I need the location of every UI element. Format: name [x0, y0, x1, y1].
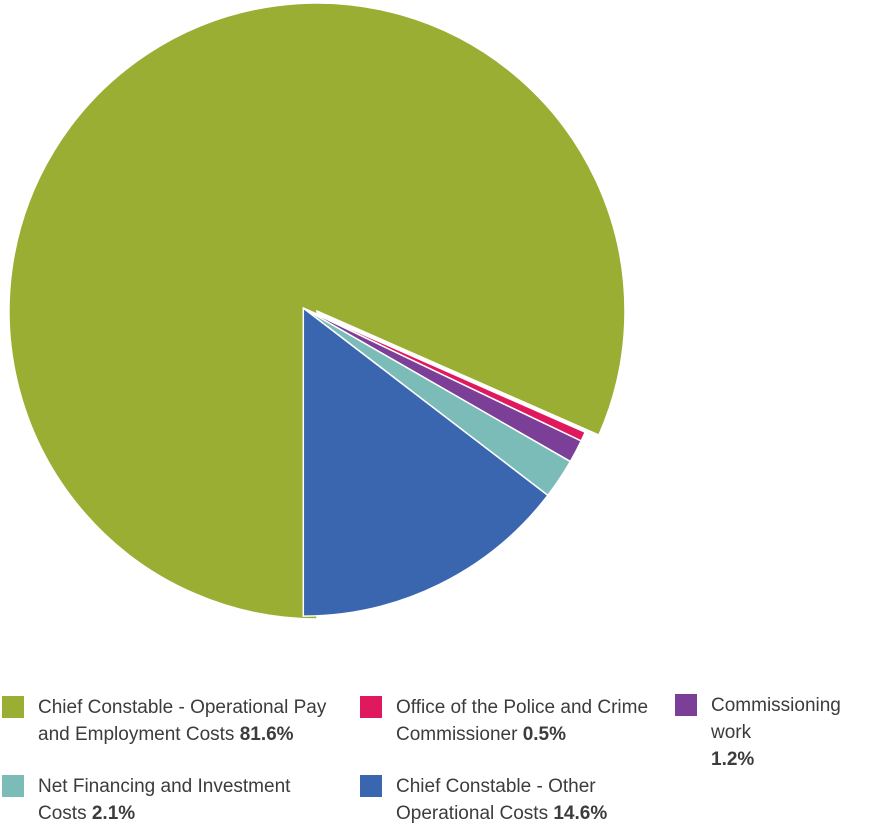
legend-item-other-operational: Chief Constable - Other Operational Cost…	[360, 773, 607, 827]
legend-item-office-pcc: Office of the Police and Crime Commissio…	[360, 694, 648, 748]
pie-slice-other-operational	[302, 306, 549, 617]
legend-label: Net Financing and Investment Costs 2.1%	[38, 776, 291, 824]
legend-item-net-financing: Net Financing and Investment Costs 2.1%	[2, 773, 290, 827]
legend-swatch	[2, 775, 24, 797]
legend-label: Chief Constable - Operational Pay and Em…	[38, 697, 327, 745]
pie-slice-operational-pay	[8, 2, 626, 620]
legend-swatch	[360, 696, 382, 718]
legend-item-commissioning: Commissioning work 1.2%	[675, 692, 884, 773]
legend-swatch	[675, 694, 697, 716]
pie-chart	[8, 2, 626, 620]
legend-label: Commissioning work 1.2%	[711, 695, 841, 770]
legend-swatch	[2, 696, 24, 718]
legend-label: Office of the Police and Crime Commissio…	[396, 697, 649, 745]
legend-item-operational-pay: Chief Constable - Operational Pay and Em…	[2, 694, 326, 748]
legend-label: Chief Constable - Other Operational Cost…	[396, 776, 608, 824]
legend-swatch	[360, 775, 382, 797]
